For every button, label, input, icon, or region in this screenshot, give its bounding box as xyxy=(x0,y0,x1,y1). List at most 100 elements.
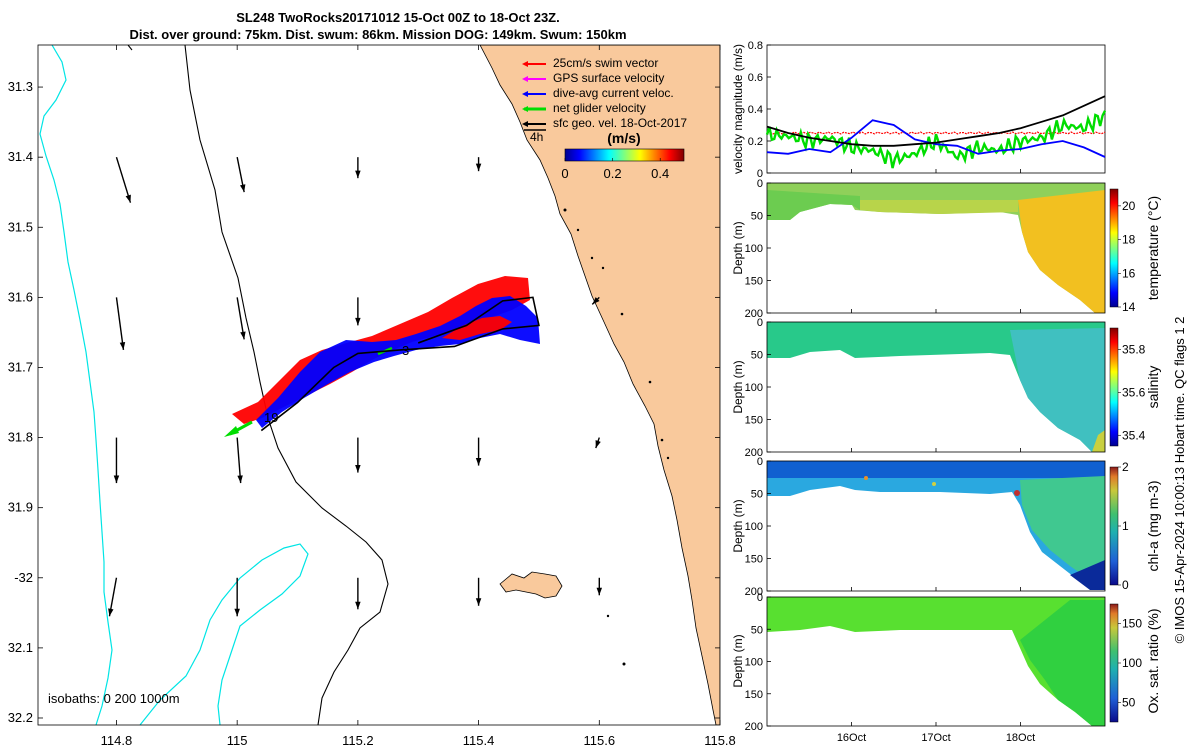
oxygen-field xyxy=(767,597,1105,726)
section-colorbar-tick-label: 0 xyxy=(1122,578,1129,592)
chlorophyll-colorbar-label: chl-a (mg m-3) xyxy=(1145,480,1161,571)
salinity-deep-patch xyxy=(1092,430,1105,452)
salinity-colorbar-label: salinity xyxy=(1145,366,1161,409)
geo-velocity-arrow xyxy=(115,297,125,350)
map-panel: 19 3 25cm/s swim vector GPS surface velo… xyxy=(8,44,736,748)
section-colorbar-tick-label: 35.6 xyxy=(1122,385,1146,399)
salinity-offshore xyxy=(1010,328,1105,452)
velocity-ytick-label: 0.6 xyxy=(748,72,763,84)
map-ytick-label: 31.9 xyxy=(8,500,33,515)
geo-velocity-arrowhead xyxy=(234,608,240,617)
section-panels: Depth (m) temperature (°C) Depth (m) sal… xyxy=(731,169,1161,744)
map-ytick-label: 32.1 xyxy=(8,640,33,655)
oxygen-colorbar xyxy=(1109,603,1119,723)
oxygen-section: Depth (m) Ox. sat. ratio (%) xyxy=(731,596,1161,727)
isobath-200m xyxy=(127,45,389,725)
legend-label-swim: 25cm/s swim vector xyxy=(553,56,658,70)
net-glider-arrowhead xyxy=(224,426,239,437)
velocity-line-sfc-geo-speed xyxy=(766,95,1106,147)
chl-marker-c xyxy=(1014,490,1020,496)
velocity-line-swim-speed xyxy=(766,131,1106,135)
geo-velocity-arrowhead xyxy=(355,317,361,326)
map-ytick-label: 31.6 xyxy=(8,289,33,304)
map-x-axis: 114.8 115 115.2 115.4 115.6 115.8 xyxy=(101,45,736,748)
chlorophyll-ylabel: Depth (m) xyxy=(731,499,745,552)
temperature-ylabel: Depth (m) xyxy=(731,221,745,274)
map-xtick-label: 115 xyxy=(227,733,248,748)
geo-velocity-arrow xyxy=(236,437,242,484)
legend-label-geo: sfc geo. vel. 18-Oct-2017 xyxy=(553,116,687,130)
legend-label-current: dive-avg current veloc. xyxy=(553,86,674,100)
map-xtick-label: 114.8 xyxy=(101,733,133,748)
map-legend: 25cm/s swim vector GPS surface velocity … xyxy=(522,56,687,144)
colorbar-tick-label: 0.4 xyxy=(651,166,669,181)
depth-tick-label: 150 xyxy=(745,415,763,427)
velocity-ytick-label: 0.8 xyxy=(748,40,763,52)
depth-tick-label: 150 xyxy=(745,276,763,288)
depth-tick-label: 50 xyxy=(751,211,763,223)
geo-velocity-arrowhead xyxy=(475,163,482,172)
time-axis: 16Oct 17Oct 18Oct xyxy=(837,169,1035,744)
geo-velocity-arrow xyxy=(115,156,132,203)
section-colorbar-tick-label: 2 xyxy=(1122,460,1129,474)
depth-tick-label: 100 xyxy=(745,657,763,669)
legend-label-net: net glider velocity xyxy=(553,101,646,115)
chlorophyll-section: Depth (m) chl-a (mg m-3) xyxy=(731,460,1161,592)
temperature-warm-slope xyxy=(1018,190,1105,313)
glider-track: 19 3 xyxy=(224,276,540,437)
legend-arrowhead-geo xyxy=(522,121,528,127)
isobath-1000m xyxy=(39,45,113,725)
depth-tick-label: 50 xyxy=(751,350,763,362)
geo-velocity-arrowhead xyxy=(475,458,482,466)
time-tick-label: 17Oct xyxy=(921,732,950,744)
legend-arrowhead-gps xyxy=(522,76,528,82)
map-y-axis: 31.3 31.4 31.5 31.6 31.7 31.8 31.9 -32 32.1 32.2 xyxy=(8,79,720,725)
geo-velocity-arrowhead xyxy=(596,587,603,596)
depth-tick-label: 50 xyxy=(751,489,763,501)
map-ytick-label: 31.8 xyxy=(8,430,33,445)
isobath-label: isobaths: 0 200 1000m xyxy=(48,691,180,706)
velocity-line-dive-avg-current xyxy=(766,119,1106,158)
geo-velocity-arrowhead xyxy=(125,194,131,203)
track-label-mid: 3 xyxy=(402,343,409,358)
geo-velocity-arrowhead xyxy=(119,342,126,350)
colorbar-tick-label: 0 xyxy=(561,166,568,181)
speed-colorbar-gradient xyxy=(564,148,685,162)
speed-colorbar-label: (m/s) xyxy=(607,130,640,146)
temperature-mid-band xyxy=(860,200,1018,214)
map-ytick-label: 32.2 xyxy=(8,710,33,725)
velocity-line-net-glider-speed xyxy=(765,110,1107,169)
geo-velocity-arrowhead xyxy=(355,170,361,179)
section-colorbar-tick-label: 100 xyxy=(1122,656,1142,670)
section-colorbar-tick-label: 14 xyxy=(1122,300,1136,314)
track-label-start: 19 xyxy=(264,410,278,425)
legend-arrowhead-current xyxy=(522,91,528,97)
temperature-colorbar-label: temperature (°C) xyxy=(1145,196,1161,300)
legend-label-gps: GPS surface velocity xyxy=(553,71,664,85)
depth-tick-label: 50 xyxy=(751,624,763,636)
offshore-islets xyxy=(563,208,670,666)
chlorophyll-surface xyxy=(767,461,1105,478)
section-colorbar-tick-label: 20 xyxy=(1122,199,1136,213)
map-frame xyxy=(37,44,721,726)
oxygen-colorbar-label: Ox. sat. ratio (%) xyxy=(1145,608,1161,713)
chlorophyll-colorbar xyxy=(1109,466,1119,586)
geo-velocity-arrowhead xyxy=(113,475,120,484)
legend-arrowhead-net xyxy=(522,106,528,112)
speed-colorbar: (m/s) 0 0.2 0.4 xyxy=(561,130,685,181)
section-colorbar-tick-label: 1 xyxy=(1122,519,1129,533)
section-colorbar-tick-label: 50 xyxy=(1122,695,1136,709)
rottnest-island xyxy=(499,571,563,599)
geo-velocity-arrowhead xyxy=(355,465,361,473)
depth-tick-label: 0 xyxy=(757,178,763,190)
geo-velocity-arrowhead xyxy=(475,598,482,606)
geo-vector-field xyxy=(108,156,603,617)
depth-tick-label: 100 xyxy=(745,521,763,533)
map-xtick-label: 115.8 xyxy=(704,733,736,748)
depth-tick-label: 0 xyxy=(757,456,763,468)
geo-velocity-arrowhead xyxy=(595,440,601,449)
red-overlay-band xyxy=(442,316,512,340)
depth-tick-label: 200 xyxy=(745,308,763,320)
